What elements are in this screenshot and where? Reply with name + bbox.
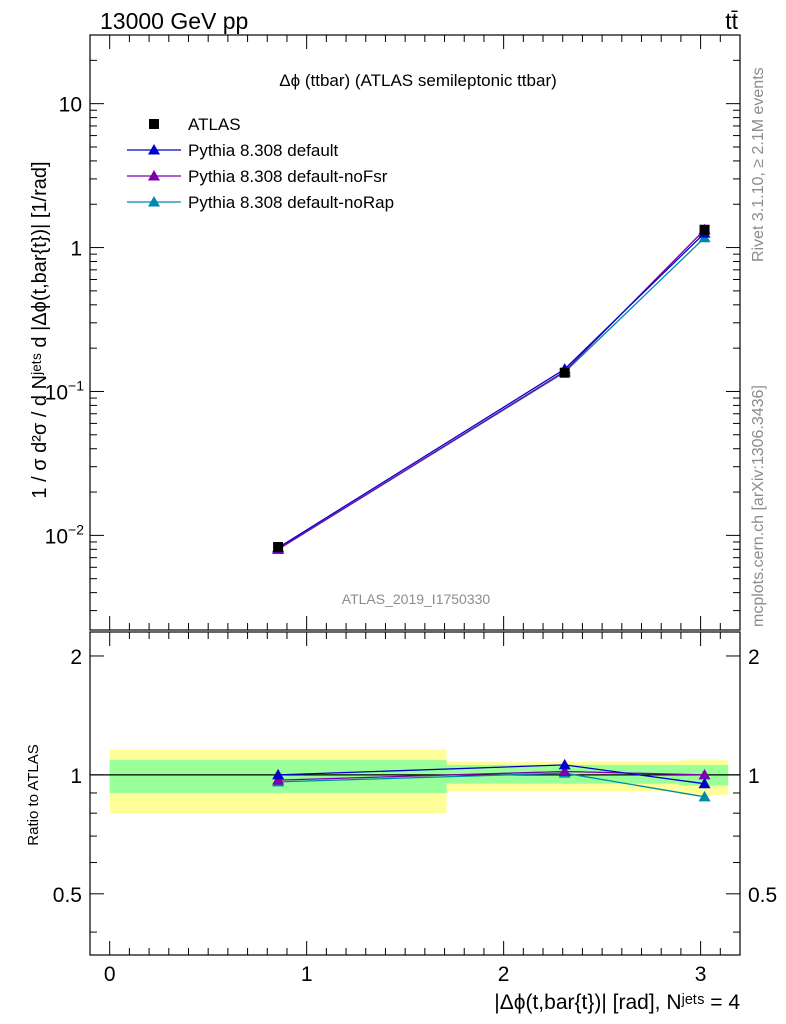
ratio-plot-frame xyxy=(89,631,741,956)
ratio-y-tick-label-left: 0.5 xyxy=(53,884,82,907)
ratio-y-tick-label-left: 2 xyxy=(70,646,82,669)
rivet-label: Rivet 3.1.10, ≥ 2.1M events xyxy=(750,67,767,262)
ratio-y-axis-label: Ratio to ATLAS xyxy=(25,744,42,845)
x-tick-label: 3 xyxy=(695,963,707,986)
analysis-id-label: ATLAS_2019_I1750330 xyxy=(342,591,491,607)
main-y-ticks: 10−2 10−1 1 10 xyxy=(45,34,740,612)
x-tick-label: 0 xyxy=(104,963,116,986)
main-x-ticks xyxy=(109,35,741,630)
legend-label: ATLAS xyxy=(188,115,241,134)
uncertainty-bands xyxy=(109,749,729,814)
ratio-y-tick-label-right: 0.5 xyxy=(748,884,777,907)
x-tick-label: 1 xyxy=(301,963,313,986)
x-tick-label: 2 xyxy=(498,963,510,986)
data-point xyxy=(559,367,570,378)
ratio-y-tick-label-left: 1 xyxy=(70,765,82,788)
main-y-tick-label: 10−2 xyxy=(45,521,85,548)
x-axis-label: |Δϕ(t,bar{t})| [rad], Nʲᵉᵗˢ = 4 xyxy=(494,991,740,1014)
legend: ATLAS Pythia 8.308 default Pythia 8.308 de… xyxy=(127,115,394,212)
ratio-point xyxy=(698,768,711,780)
main-y-tick-label: 1 xyxy=(70,238,82,261)
ratio-point xyxy=(558,758,571,770)
ratio-y-tick-label-right: 2 xyxy=(748,646,760,669)
legend-marker xyxy=(148,170,160,181)
main-series xyxy=(272,223,711,554)
main-series-line xyxy=(277,237,705,550)
ratio-y-tick-label-right: 1 xyxy=(748,765,760,788)
legend-label: Pythia 8.308 default xyxy=(188,141,339,160)
main-series-line xyxy=(277,229,706,550)
legend-label: Pythia 8.308 default-noRap xyxy=(188,193,394,212)
process-label: tt̄ xyxy=(725,8,738,34)
legend-label: Pythia 8.308 default-noFsr xyxy=(188,167,388,186)
mcplots-label: mcplots.cern.ch [arXiv:1306.3436] xyxy=(750,385,767,627)
main-y-tick-label: 10 xyxy=(59,94,82,117)
ratio-point xyxy=(272,768,285,780)
ratio-point xyxy=(698,790,711,802)
legend-marker xyxy=(149,119,159,129)
ratio-panel: 0.5 0.5 1 1 2 2 0 1 2 3 Ratio to ATLAS |Δϕ(t,bar… xyxy=(25,631,777,1014)
main-plot-frame xyxy=(89,34,741,631)
main-y-tick-label: 10−1 xyxy=(45,377,85,404)
data-point xyxy=(273,542,284,553)
main-y-axis-label: 1 / σ d²σ / d Nʲᵉᵗˢ d |Δϕ(t,bar{t})| [1/… xyxy=(29,161,51,498)
data-point xyxy=(699,224,710,235)
main-series-line xyxy=(277,232,705,549)
ratio-point xyxy=(698,777,711,789)
ratio-point xyxy=(558,765,571,776)
legend-marker xyxy=(148,144,160,155)
legend-marker xyxy=(148,196,160,207)
ratio-y-ticks: 0.5 0.5 1 1 2 2 xyxy=(53,646,777,933)
ratio-x-ticks: 0 1 2 3 xyxy=(104,632,741,986)
plot-title: Δϕ (ttbar) (ATLAS semileptonic ttbar) xyxy=(279,71,557,90)
main-panel: 10−2 10−1 1 10 Δϕ (ttbar) (ATLAS semilepton… xyxy=(29,34,741,631)
ratio-series xyxy=(272,758,711,802)
energy-label: 13000 GeV pp xyxy=(100,8,248,34)
